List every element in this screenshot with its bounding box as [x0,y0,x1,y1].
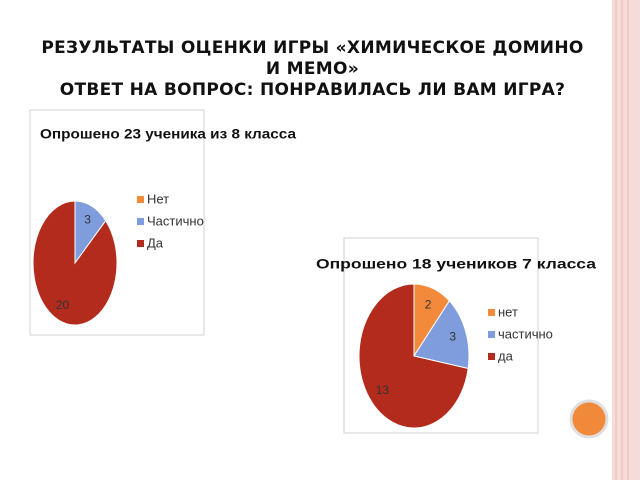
legend-label: да [498,348,514,363]
border-stripe [612,0,640,480]
legend-swatch [488,353,495,360]
title-line: ОТВЕТ НА ВОПРОС: ПОНРАВИЛАСЬ ЛИ ВАМ ИГРА… [59,80,566,100]
decor-circle [569,399,609,439]
chart-title: Опрошено 18 учеников 7 класса [316,256,596,272]
data-label: 13 [376,383,390,397]
pie-slice [358,283,469,429]
data-label: 3 [84,213,91,227]
legend-label: Частично [147,213,204,228]
legend-label: Да [147,235,164,250]
legend-label: частично [498,326,553,341]
legend-label: нет [498,304,518,319]
legend-swatch [137,218,144,225]
data-label: 3 [449,330,456,344]
slide-title: РЕЗУЛЬТАТЫ ОЦЕНКИ ИГРЫ «ХИМИЧЕСКОЕ ДОМИН… [40,38,585,101]
chart-title: Опрошено 23 ученика из 8 класса [40,126,296,142]
legend-swatch [488,331,495,338]
data-label: 20 [56,298,70,312]
legend-label: Нет [147,191,169,206]
pie-slice [413,300,470,370]
legend-swatch [137,196,144,203]
pie-slice [32,200,118,326]
title-line: РЕЗУЛЬТАТЫ ОЦЕНКИ ИГРЫ «ХИМИЧЕСКОЕ ДОМИН… [41,38,584,79]
legend-swatch [137,240,144,247]
data-label: 2 [425,297,432,311]
legend-swatch [488,309,495,316]
